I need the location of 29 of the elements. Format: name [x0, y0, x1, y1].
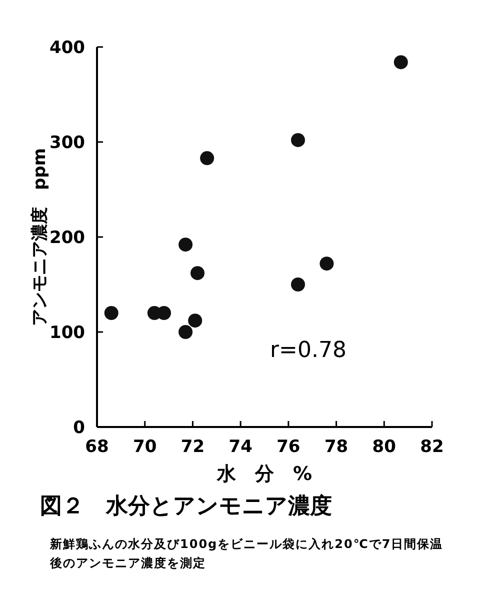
x-tick-label: 74 — [228, 437, 253, 457]
annotation: r=0.78 — [270, 338, 346, 363]
x-axis-title: 水 分 % — [216, 463, 312, 485]
x-tick-label: 78 — [324, 437, 348, 457]
x-tick-label: 72 — [180, 437, 205, 457]
text: 図２ 水分とアンモニア濃度 — [40, 493, 332, 519]
x-tick-label: 82 — [420, 437, 444, 457]
point — [178, 325, 193, 339]
y-axis-title: アンモニア濃度 ppm — [30, 148, 50, 326]
point — [157, 306, 171, 320]
point — [200, 151, 214, 166]
y-tick-label: 400 — [50, 38, 86, 58]
y-tick-label: 0 — [73, 418, 86, 438]
point — [104, 306, 118, 320]
y-tick-label: 300 — [50, 133, 86, 153]
point — [190, 266, 204, 280]
point — [178, 238, 193, 252]
y-tick-label: 100 — [50, 323, 86, 343]
text: 新鮮鶏ふんの水分及び100gをビニール袋に入れ20℃で7日間保温後のアンモニア濃度を測定 — [50, 536, 444, 572]
point — [394, 55, 408, 70]
point — [291, 278, 305, 292]
point — [291, 133, 305, 148]
y-tick-label: 200 — [50, 228, 86, 248]
x-tick-label: 70 — [133, 437, 157, 457]
point — [320, 256, 334, 271]
point — [188, 314, 202, 328]
x-tick-label: 76 — [276, 437, 300, 457]
x-tick-label: 80 — [372, 437, 396, 457]
x-tick-label: 68 — [85, 437, 109, 457]
